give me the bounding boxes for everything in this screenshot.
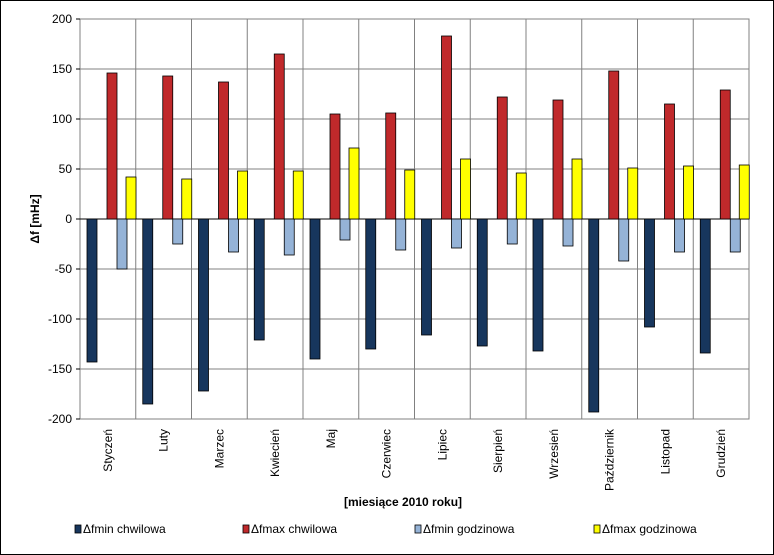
y-tick-label: 100 — [52, 112, 72, 126]
bar — [683, 165, 694, 220]
x-tick-label: Styczeń — [101, 429, 115, 472]
bar — [273, 53, 285, 220]
y-axis-title: Δf [mHz] — [28, 194, 42, 243]
bar — [365, 218, 377, 350]
bar — [627, 167, 639, 220]
x-tick-label: Kwiecień — [268, 429, 282, 477]
bar — [532, 218, 544, 352]
bar — [738, 164, 750, 220]
bar — [309, 218, 321, 360]
legend: Δfmin chwilowa Δfmax chwilowa Δfmin godzin… — [74, 522, 697, 536]
legend-label: Δfmin chwilowa — [83, 522, 166, 536]
legend-label: Δfmax chwilowa — [251, 522, 337, 536]
bar — [608, 70, 620, 220]
bar — [228, 218, 239, 253]
bar — [172, 218, 184, 245]
bar — [552, 99, 564, 220]
bar — [644, 218, 655, 328]
bar — [116, 218, 128, 270]
bar — [571, 158, 583, 220]
bar — [181, 178, 193, 220]
bar — [339, 218, 351, 241]
bar — [618, 218, 630, 262]
y-tick-label: -100 — [48, 312, 72, 326]
bar — [515, 172, 527, 220]
x-tick-label: Marzec — [212, 429, 226, 468]
bar — [441, 35, 452, 220]
y-tick-label: 200 — [52, 12, 72, 26]
bar — [588, 218, 600, 413]
bar — [460, 158, 471, 220]
x-tick-label: Wrzesień — [547, 429, 561, 479]
x-axis-title: [miesiące 2010 roku] — [344, 495, 462, 509]
x-tick-label: Czerwiec — [380, 429, 394, 478]
bar — [476, 218, 488, 347]
y-tick-label: 150 — [52, 62, 72, 76]
bar — [719, 89, 731, 220]
bar — [385, 112, 397, 220]
x-tick-label: Grudzień — [714, 429, 728, 478]
bar — [292, 170, 304, 220]
x-tick-label: Sierpień — [491, 429, 505, 473]
legend-label: Δfmax godzinowa — [602, 522, 697, 536]
x-tick-label: Luty — [157, 429, 171, 452]
x-tick-label: Listopad — [658, 429, 672, 474]
legend-swatch — [242, 524, 250, 534]
bar — [218, 81, 229, 220]
bar — [86, 218, 98, 363]
bar — [664, 103, 675, 220]
x-axis-ticks: Styczeń Luty Marzec Kwiecień Maj Czerwiec Lipi… — [101, 428, 728, 491]
legend-label: Δfmin godzinowa — [423, 522, 515, 536]
bar — [421, 218, 432, 336]
bar — [125, 176, 137, 220]
bar — [283, 218, 295, 256]
y-tick-label: -200 — [48, 412, 72, 426]
y-tick-label: 0 — [65, 212, 72, 226]
bar — [253, 218, 265, 341]
bar — [162, 75, 174, 220]
bar — [496, 96, 508, 220]
legend-swatch — [414, 524, 422, 534]
bar — [237, 170, 248, 220]
y-tick-label: -50 — [55, 262, 73, 276]
bar — [348, 147, 360, 220]
bar — [699, 218, 711, 354]
bar — [198, 218, 209, 392]
bar — [451, 218, 462, 249]
legend-swatch — [74, 524, 82, 534]
bar — [404, 169, 416, 220]
y-tick-label: -150 — [48, 362, 72, 376]
x-tick-label: Maj — [324, 429, 338, 448]
bar — [729, 218, 741, 253]
bar — [142, 218, 154, 405]
bar — [506, 218, 518, 245]
x-tick-label: Lipiec — [435, 429, 449, 460]
y-axis-ticks: 200 150 100 50 0 -50 -100 -150 -200 — [48, 12, 80, 426]
bar-series — [86, 35, 750, 413]
bar — [106, 72, 118, 220]
y-tick-label: 50 — [59, 162, 73, 176]
bar — [395, 218, 407, 251]
bar — [329, 113, 341, 220]
x-tick-label: Październik — [603, 428, 617, 491]
bar — [674, 218, 685, 253]
bar — [562, 218, 574, 247]
legend-swatch — [593, 524, 601, 534]
